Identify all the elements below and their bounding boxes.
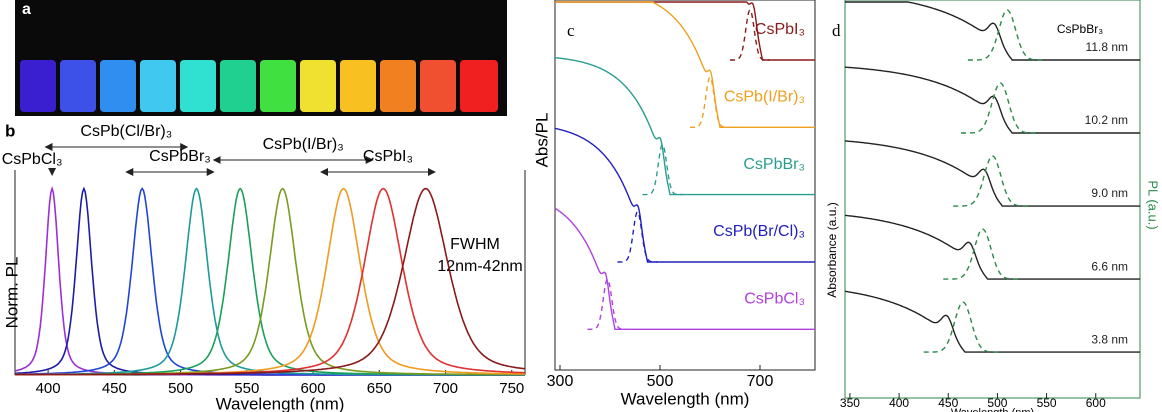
absorbance: [845, 1, 1140, 61]
x-tick-label: 500: [987, 396, 1007, 410]
pl-peak: [15, 187, 525, 376]
x-tick-label: 550: [1037, 396, 1057, 410]
absorbance: [554, 207, 815, 330]
range-label: CsPbI₃: [363, 148, 413, 165]
x-tick-label: 300: [547, 373, 574, 390]
y-axis-label: Absorbance (a.u.): [825, 202, 839, 297]
x-tick-label: 450: [102, 380, 127, 397]
absorbance: [554, 127, 815, 263]
panel-label: c: [567, 21, 575, 40]
x-tick-label: 500: [168, 380, 193, 397]
x-tick-label: 700: [747, 373, 774, 390]
x-tick-label: 600: [1086, 396, 1106, 410]
x-axis-label: Wavelength (nm): [951, 407, 1034, 412]
annotation: FWHM: [450, 236, 500, 253]
pl: [730, 9, 770, 61]
panel-title: CsPbBr₃: [1057, 22, 1103, 36]
pl-peak: [14, 185, 525, 376]
panel-label: d: [832, 21, 841, 40]
x-tick-label: 750: [499, 380, 524, 397]
range-label: CsPbBr₃: [149, 148, 211, 165]
series-label: 6.6 nm: [1091, 259, 1128, 273]
series-label: CsPb(I/Br)₃: [724, 89, 805, 106]
x-tick-label: 450: [938, 396, 958, 410]
pl: [642, 143, 683, 196]
pl-peak: [15, 187, 525, 376]
series-label: CsPb(Br/Cl)₃: [713, 223, 805, 240]
pl: [690, 76, 730, 128]
y-axis-label: Norm. PL: [2, 257, 21, 329]
series-label: 9.0 nm: [1091, 186, 1128, 200]
range-label: CsPb(Cl/Br)₃: [80, 123, 172, 140]
series-label: 3.8 nm: [1091, 332, 1128, 346]
series-label: 10.2 nm: [1085, 113, 1128, 127]
plot-frame: [844, 0, 1141, 399]
series-label: 11.8 nm: [1086, 40, 1128, 54]
x-tick-label: 550: [234, 380, 259, 397]
pl: [923, 301, 1003, 353]
pl: [967, 9, 1047, 61]
x-tick-label: 700: [433, 380, 458, 397]
y-axis-label: Abs/PL: [532, 113, 551, 168]
x-tick-label: 400: [36, 380, 61, 397]
x-tick-label: 500: [647, 373, 674, 390]
pl-peak: [15, 187, 525, 376]
annotation: 12nm-42nm: [437, 258, 522, 275]
y2-axis-label: PL (a.u.): [1146, 180, 1161, 229]
pl-peak: [15, 187, 525, 376]
absorbance: [844, 290, 1140, 353]
pl-peak: [15, 187, 525, 376]
pl: [943, 228, 1022, 280]
plot-frame: [554, 0, 816, 371]
series-label: CsPbBr₃: [743, 156, 805, 173]
x-tick-label: 400: [889, 396, 909, 410]
series-label: CsPbCl₃: [744, 290, 805, 307]
pl-peak: [15, 187, 526, 376]
panel-label: b: [5, 121, 15, 140]
x-axis-label: Wavelength (nm): [216, 394, 345, 412]
x-axis-label: Wavelength (nm): [621, 389, 750, 408]
x-tick-label: 600: [301, 380, 326, 397]
series-label: CsPbI₃: [755, 21, 805, 38]
absorbance: [844, 66, 1140, 134]
range-label: CsPb(I/Br)₃: [263, 136, 344, 153]
pl-peak: [15, 186, 525, 376]
absorbance: [844, 214, 1140, 280]
pl: [617, 211, 658, 263]
pl: [961, 82, 1040, 134]
absorbance: [555, 1, 815, 128]
range-label: CsPbCl₃: [2, 151, 63, 168]
pl: [953, 155, 1032, 207]
absorbance: [844, 140, 1140, 207]
absorbance: [555, 57, 815, 196]
pl: [587, 278, 628, 330]
x-tick-label: 350: [840, 396, 860, 410]
x-tick-label: 650: [367, 380, 392, 397]
photo: a: [15, 0, 507, 116]
pl-peak: [15, 187, 525, 376]
panel-label: a: [22, 1, 31, 18]
